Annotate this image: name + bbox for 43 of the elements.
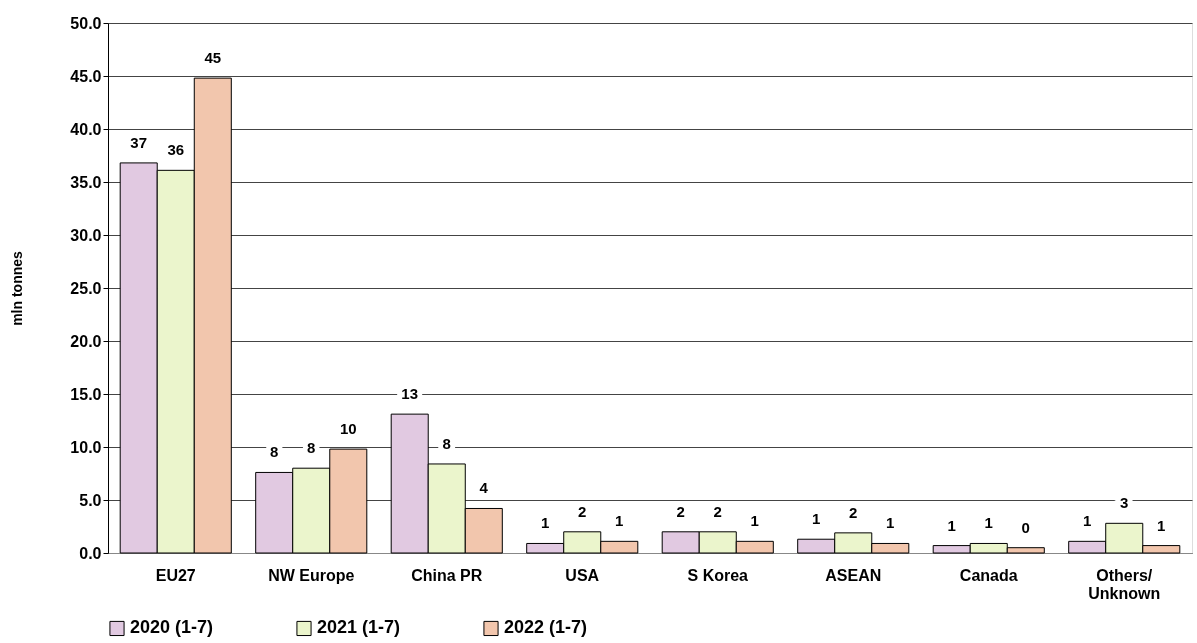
data-label: 1 — [1083, 512, 1092, 530]
legend-label: 2021 (1-7) — [317, 617, 401, 638]
data-label: 1 — [541, 514, 550, 532]
data-label: 45 — [204, 49, 222, 67]
data-label: 1 — [886, 514, 895, 532]
data-label: 1 — [1157, 516, 1166, 534]
data-label: 2 — [676, 502, 685, 520]
data-label: 10 — [339, 420, 357, 438]
data-label: 2 — [849, 503, 858, 521]
x-tick-label: Canada — [959, 566, 1018, 584]
data-label: 4 — [479, 479, 489, 497]
legend-label: 2022 (1-7) — [504, 617, 588, 638]
data-label: 1 — [812, 510, 821, 528]
data-label: 2 — [713, 502, 722, 520]
data-label: 1 — [947, 516, 956, 534]
x-tick-label: EU27 — [155, 566, 196, 584]
data-label: 1 — [750, 512, 759, 530]
data-label: 8 — [270, 443, 279, 461]
y-tick-label: 15.0 — [70, 385, 102, 403]
data-label: 2 — [578, 502, 587, 520]
legend-label: 2020 (1-7) — [130, 617, 214, 638]
data-label: 36 — [167, 141, 185, 159]
data-label: 1 — [615, 512, 624, 530]
y-tick-label: 40.0 — [70, 120, 102, 138]
x-tick-label: Others/ Unknown — [1088, 566, 1161, 602]
x-tick-label: S Korea — [687, 566, 749, 584]
data-label: 37 — [130, 133, 148, 151]
y-tick-label: 20.0 — [70, 332, 102, 350]
y-tick-label: 10.0 — [70, 438, 102, 456]
x-tick-label: China PR — [411, 566, 483, 584]
data-label: 0 — [1021, 518, 1030, 536]
y-tick-label: 35.0 — [70, 173, 102, 191]
y-axis-title: mln tonnes — [9, 250, 26, 326]
x-tick-label: ASEAN — [825, 566, 882, 584]
y-tick-label: 5.0 — [79, 491, 102, 509]
y-tick-label: 45.0 — [70, 67, 102, 85]
y-tick-label: 30.0 — [70, 226, 102, 244]
y-tick-label: 25.0 — [70, 279, 102, 297]
y-tick-label: 50.0 — [70, 14, 102, 32]
x-tick-label: NW Europe — [268, 566, 355, 584]
y-tick-label: 0.0 — [79, 544, 102, 562]
x-tick-label: USA — [565, 566, 600, 584]
data-label: 1 — [984, 514, 993, 532]
